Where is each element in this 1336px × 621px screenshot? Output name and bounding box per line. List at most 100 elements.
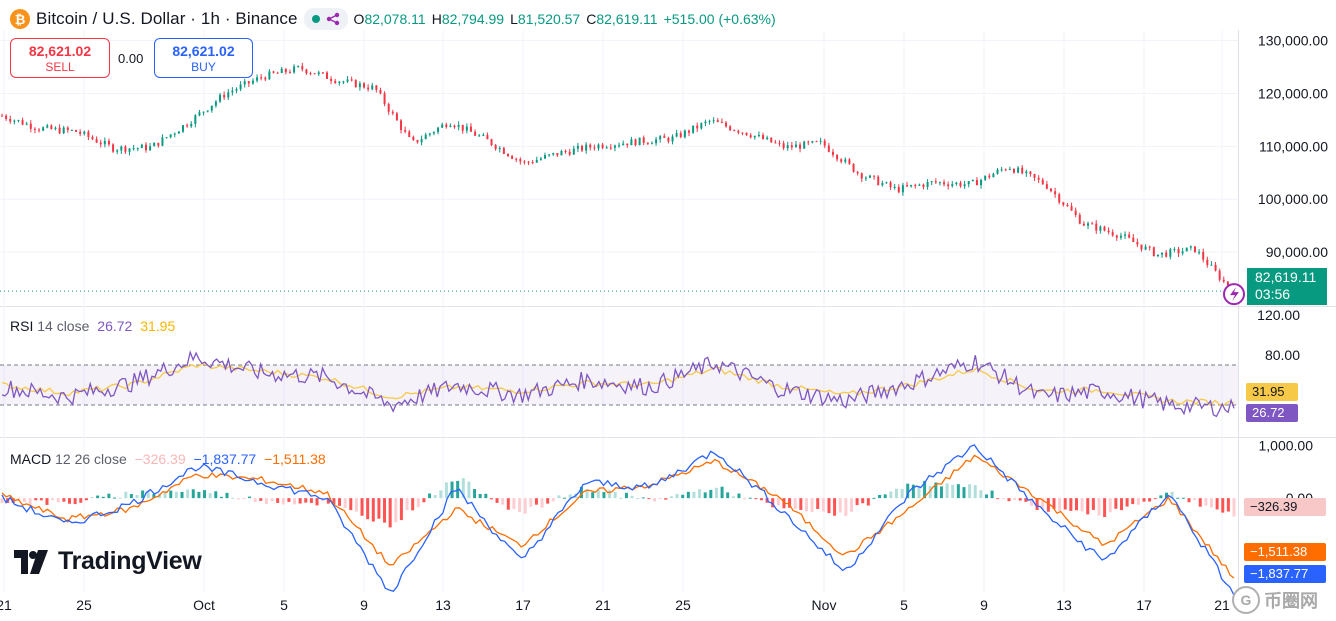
- candle: [873, 175, 876, 177]
- symbol-title[interactable]: Bitcoin / U.S. Dollar · 1h · Binance: [36, 9, 298, 28]
- candle: [1193, 246, 1196, 253]
- macd-histogram-bar: [354, 498, 358, 512]
- candle: [247, 81, 250, 84]
- macd-histogram-bar: [979, 490, 983, 499]
- candle: [1226, 281, 1229, 288]
- macd-histogram-bar: [253, 498, 257, 502]
- candle: [457, 124, 460, 128]
- candle: [1058, 194, 1061, 203]
- candle: [692, 125, 695, 133]
- macd-histogram-bar: [585, 489, 589, 499]
- x-tick-label: 13: [435, 597, 451, 613]
- candle: [227, 92, 230, 98]
- candle: [490, 139, 493, 145]
- macd-histogram-bar: [1176, 497, 1180, 499]
- macd-histogram-bar: [681, 494, 685, 499]
- candle: [906, 185, 909, 187]
- macd-histogram-bar: [1209, 498, 1213, 508]
- macd-histogram-bar: [107, 493, 111, 499]
- candle: [243, 81, 246, 85]
- candle: [1202, 251, 1205, 260]
- macd-histogram-bar: [360, 498, 364, 516]
- buy-label: BUY: [191, 60, 216, 74]
- candle: [288, 72, 291, 74]
- candle: [206, 110, 209, 112]
- watermark: G 币圈网: [1232, 586, 1318, 614]
- macd-histogram-bar: [1215, 498, 1219, 510]
- candle: [626, 143, 629, 146]
- status-pill[interactable]: [303, 8, 348, 30]
- macd-histogram-bar: [990, 490, 994, 499]
- macd-histogram-bar: [1080, 498, 1084, 512]
- candle: [177, 131, 180, 134]
- macd-histogram-bar: [1204, 498, 1208, 506]
- macd-histogram-bar: [568, 494, 572, 499]
- macd-histogram-bar: [1041, 498, 1045, 509]
- macd-histogram-bar: [647, 498, 651, 500]
- share-icon[interactable]: [326, 12, 340, 26]
- macd-histogram-bar: [186, 489, 190, 499]
- sell-button[interactable]: 82,621.02 SELL: [10, 38, 110, 78]
- macd-pane: [0, 444, 1236, 596]
- macd-histogram-bar: [405, 498, 409, 511]
- macd-histogram-bar: [1018, 498, 1022, 501]
- macd-histogram-bar: [675, 493, 679, 499]
- candle: [13, 120, 16, 122]
- macd-histogram-bar: [124, 491, 128, 499]
- macd-histogram-bar: [889, 491, 893, 499]
- macd-histogram-bar: [191, 489, 195, 499]
- macd-histogram-bar: [973, 485, 977, 499]
- candle: [214, 101, 217, 106]
- macd-histogram-bar: [754, 498, 758, 500]
- macd-histogram-bar: [231, 497, 235, 499]
- x-tick-label: 21: [1214, 597, 1230, 613]
- macd-histogram-bar: [56, 498, 60, 503]
- macd-histogram-bar: [827, 498, 831, 514]
- candle: [70, 130, 73, 132]
- buy-button[interactable]: 82,621.02 BUY: [154, 38, 253, 78]
- candle: [153, 142, 156, 147]
- candle: [1210, 264, 1213, 266]
- rsi-legend[interactable]: RSI 14 close 26.72 31.95: [10, 318, 175, 334]
- tradingview-logo[interactable]: TradingView: [14, 547, 202, 576]
- candle: [568, 151, 571, 155]
- candle: [400, 120, 403, 131]
- macd-histogram-bar: [1226, 498, 1230, 512]
- candle: [774, 142, 777, 144]
- candle: [1156, 254, 1159, 257]
- macd-histogram-bar: [248, 496, 252, 499]
- candle: [646, 142, 649, 144]
- macd-histogram-bar: [73, 498, 77, 505]
- candle: [926, 182, 929, 188]
- macd-histogram-bar: [163, 491, 167, 499]
- candle: [342, 81, 345, 83]
- candle: [975, 180, 978, 186]
- macd-legend[interactable]: MACD 12 26 close −326.39 −1,837.77 −1,51…: [10, 451, 326, 467]
- candle: [914, 184, 917, 186]
- candle: [132, 148, 135, 150]
- candle: [799, 144, 802, 149]
- candle: [33, 128, 36, 130]
- candle: [667, 137, 670, 142]
- candle: [864, 177, 867, 179]
- candle: [622, 143, 625, 146]
- candle: [1124, 234, 1127, 236]
- candle: [375, 85, 378, 90]
- candle: [733, 130, 736, 132]
- candle: [823, 140, 826, 146]
- symbol-header: ₿ Bitcoin / U.S. Dollar · 1h · Binance O…: [10, 8, 776, 30]
- candle: [1132, 237, 1135, 242]
- macd-histogram-bar: [894, 488, 898, 499]
- candle: [445, 124, 448, 127]
- candle: [548, 154, 551, 156]
- macd-histogram-bar: [748, 497, 752, 499]
- candle: [1189, 246, 1192, 248]
- macd-histogram-bar: [608, 490, 612, 499]
- price-tick-label: 130,000.00: [1258, 33, 1328, 49]
- candle: [420, 139, 423, 143]
- rsi-line: [1, 349, 1235, 418]
- bitcoin-icon[interactable]: ₿: [10, 9, 30, 29]
- candle: [354, 79, 357, 88]
- rsi-ma-value: 31.95: [140, 318, 176, 334]
